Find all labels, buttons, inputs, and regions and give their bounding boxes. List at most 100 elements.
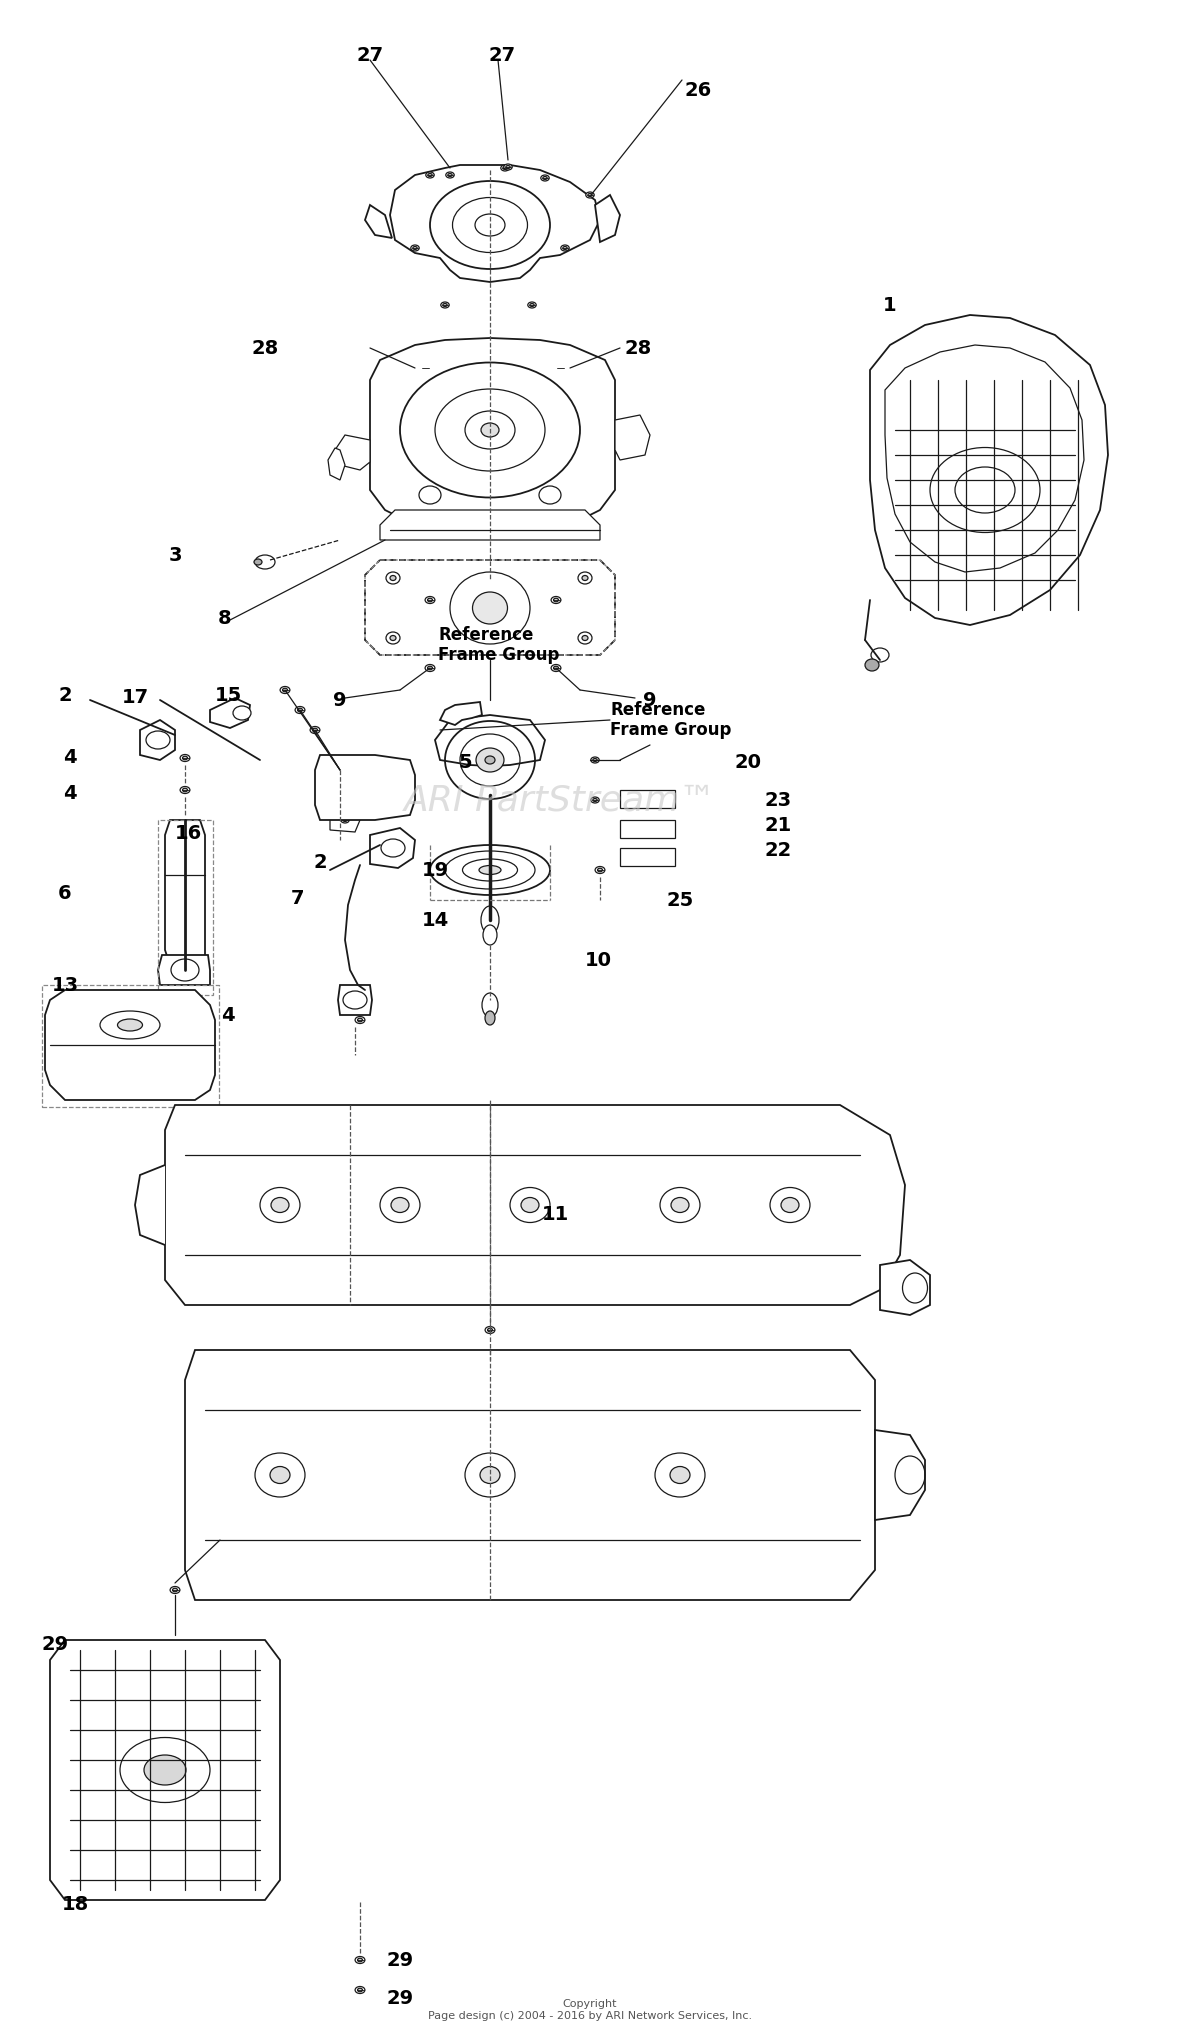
- Ellipse shape: [297, 709, 302, 713]
- Text: 10: 10: [584, 951, 611, 969]
- Ellipse shape: [419, 487, 441, 505]
- Ellipse shape: [358, 1989, 362, 1991]
- Ellipse shape: [578, 631, 592, 643]
- Ellipse shape: [254, 560, 262, 566]
- Ellipse shape: [100, 1012, 160, 1038]
- Ellipse shape: [551, 597, 560, 603]
- Text: ARI PartStream™: ARI PartStream™: [404, 784, 716, 816]
- Text: 18: 18: [61, 1896, 88, 1914]
- Ellipse shape: [660, 1187, 700, 1222]
- Polygon shape: [391, 165, 599, 283]
- Ellipse shape: [597, 867, 603, 871]
- Ellipse shape: [420, 364, 430, 371]
- Polygon shape: [335, 436, 371, 470]
- Text: 7: 7: [291, 888, 304, 908]
- Text: 5: 5: [458, 753, 472, 772]
- Polygon shape: [185, 1350, 876, 1600]
- Text: 27: 27: [356, 45, 384, 65]
- Bar: [158, 821, 214, 996]
- Ellipse shape: [527, 301, 536, 307]
- Ellipse shape: [485, 1012, 494, 1024]
- Text: Copyright
Page design (c) 2004 - 2016 by ARI Network Services, Inc.: Copyright Page design (c) 2004 - 2016 by…: [428, 1999, 752, 2022]
- Ellipse shape: [391, 635, 396, 641]
- Ellipse shape: [903, 1272, 927, 1303]
- Ellipse shape: [355, 1016, 365, 1024]
- Ellipse shape: [358, 1959, 362, 1963]
- Ellipse shape: [343, 818, 347, 821]
- Ellipse shape: [295, 706, 304, 713]
- Text: Reference
Frame Group: Reference Frame Group: [438, 625, 559, 664]
- Ellipse shape: [481, 994, 498, 1018]
- Ellipse shape: [120, 1737, 210, 1802]
- Polygon shape: [371, 829, 415, 867]
- Ellipse shape: [355, 1957, 365, 1963]
- Text: 4: 4: [64, 747, 77, 766]
- Ellipse shape: [313, 729, 317, 731]
- Ellipse shape: [358, 1018, 362, 1022]
- Ellipse shape: [560, 244, 569, 250]
- Text: 29: 29: [386, 1950, 413, 1969]
- Ellipse shape: [255, 1454, 304, 1496]
- Polygon shape: [135, 1165, 165, 1244]
- Ellipse shape: [510, 1187, 550, 1222]
- Ellipse shape: [500, 165, 510, 171]
- Ellipse shape: [413, 246, 417, 250]
- Ellipse shape: [310, 727, 320, 733]
- Ellipse shape: [530, 303, 535, 307]
- Ellipse shape: [386, 631, 400, 643]
- Ellipse shape: [343, 992, 367, 1010]
- Ellipse shape: [592, 759, 597, 761]
- Text: 2: 2: [58, 686, 72, 704]
- Ellipse shape: [341, 816, 349, 823]
- Ellipse shape: [446, 171, 454, 177]
- Polygon shape: [45, 989, 215, 1099]
- Ellipse shape: [425, 664, 435, 672]
- Ellipse shape: [595, 867, 605, 873]
- Ellipse shape: [539, 487, 560, 505]
- Ellipse shape: [181, 786, 190, 794]
- Ellipse shape: [553, 599, 558, 603]
- Ellipse shape: [540, 175, 549, 181]
- Ellipse shape: [170, 1586, 179, 1594]
- Ellipse shape: [503, 167, 507, 169]
- Polygon shape: [620, 790, 675, 808]
- Text: 23: 23: [765, 790, 792, 810]
- Ellipse shape: [476, 747, 504, 772]
- Polygon shape: [880, 1260, 930, 1315]
- Ellipse shape: [441, 301, 450, 307]
- Ellipse shape: [380, 1187, 420, 1222]
- Text: 9: 9: [333, 690, 347, 709]
- Ellipse shape: [588, 193, 592, 197]
- Text: 2: 2: [313, 853, 327, 871]
- Ellipse shape: [781, 1197, 799, 1213]
- Text: 25: 25: [667, 890, 694, 910]
- Ellipse shape: [553, 666, 558, 670]
- Text: 9: 9: [643, 690, 657, 709]
- Polygon shape: [380, 509, 599, 540]
- Ellipse shape: [118, 1018, 143, 1030]
- Ellipse shape: [422, 366, 427, 371]
- Ellipse shape: [582, 635, 588, 641]
- Polygon shape: [315, 755, 415, 821]
- Text: 15: 15: [215, 686, 242, 704]
- Text: 8: 8: [218, 609, 231, 627]
- Ellipse shape: [655, 1454, 704, 1496]
- Ellipse shape: [426, 171, 434, 177]
- Ellipse shape: [592, 798, 597, 802]
- Ellipse shape: [481, 423, 499, 438]
- Ellipse shape: [551, 664, 560, 672]
- Ellipse shape: [557, 366, 563, 371]
- Text: 20: 20: [734, 753, 761, 772]
- Ellipse shape: [871, 647, 889, 662]
- Ellipse shape: [585, 191, 595, 197]
- Ellipse shape: [563, 246, 568, 250]
- Text: 4: 4: [64, 784, 77, 802]
- Ellipse shape: [183, 755, 188, 759]
- Polygon shape: [337, 985, 372, 1016]
- Polygon shape: [870, 316, 1108, 625]
- Ellipse shape: [506, 165, 510, 169]
- Polygon shape: [330, 808, 360, 833]
- Ellipse shape: [425, 597, 435, 603]
- Polygon shape: [615, 415, 650, 460]
- Ellipse shape: [543, 177, 548, 179]
